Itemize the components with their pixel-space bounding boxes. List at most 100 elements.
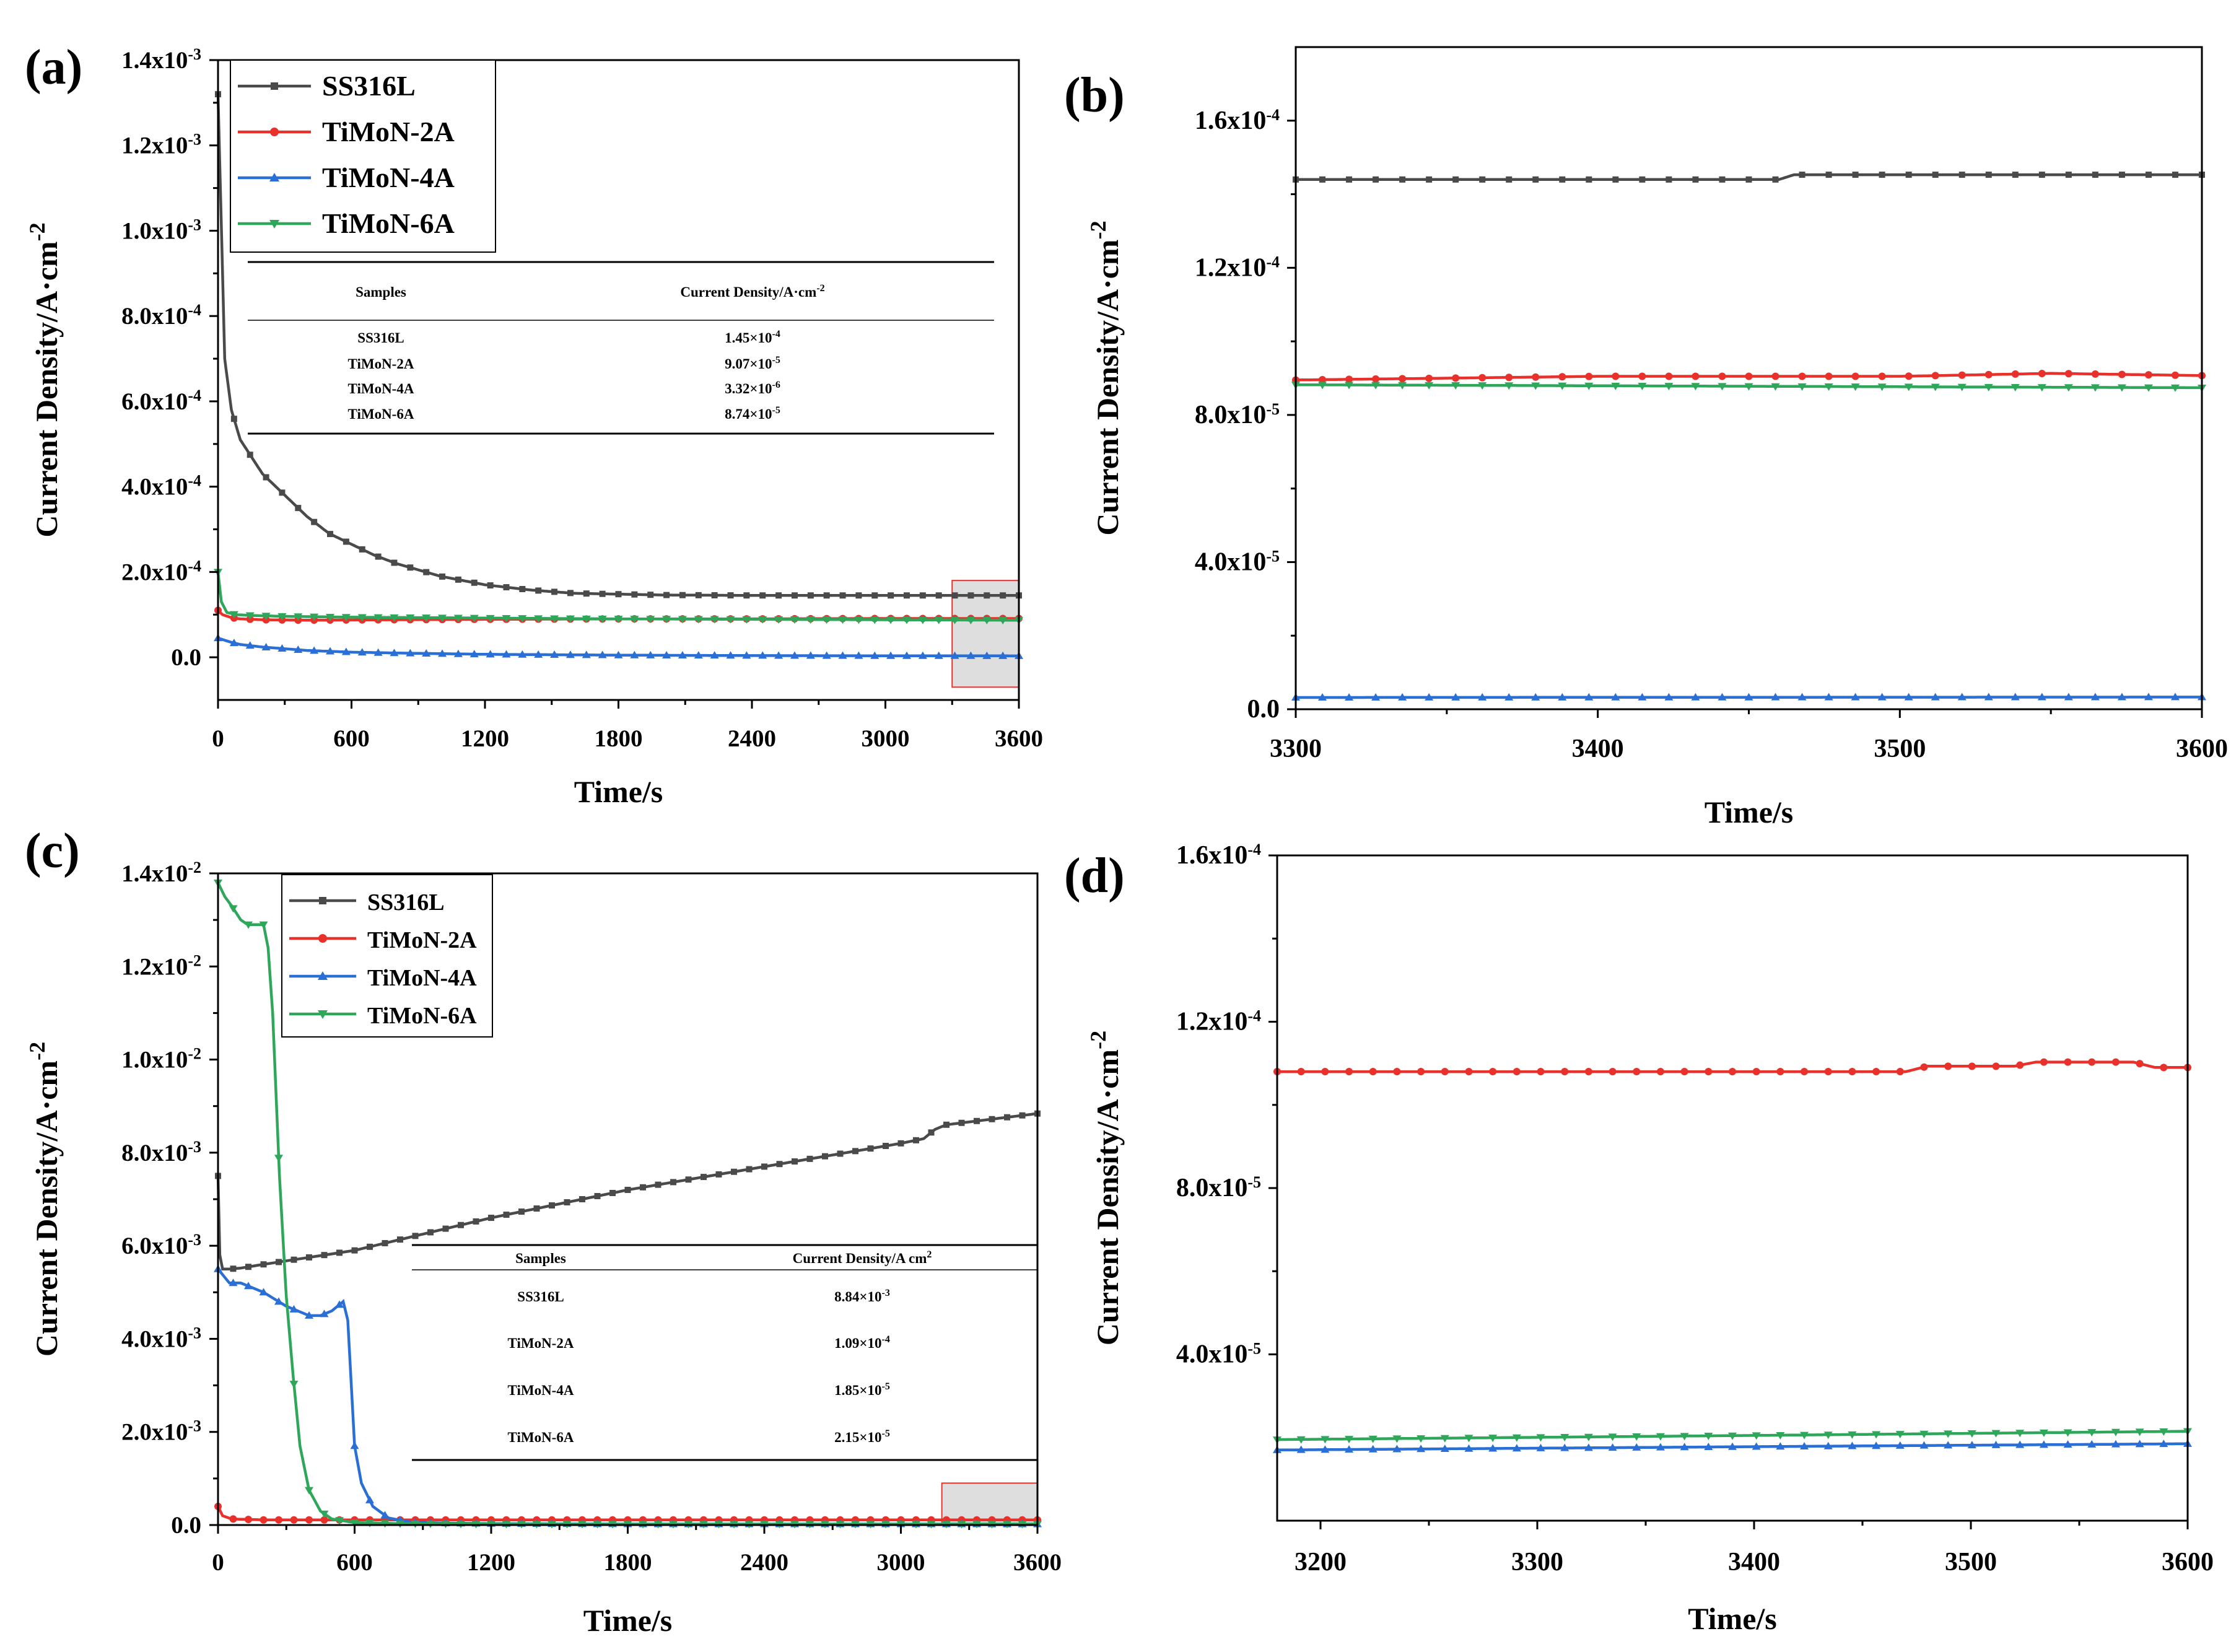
data-point <box>1877 383 1887 391</box>
data-point <box>2144 693 2153 701</box>
data-point <box>1656 1443 1665 1451</box>
data-point <box>822 651 831 659</box>
x-tick-label: 3400 <box>1728 1548 1780 1576</box>
data-point <box>678 616 687 624</box>
data-point <box>2037 693 2046 701</box>
data-point <box>582 615 591 623</box>
data-point <box>1851 372 1859 380</box>
x-tick-label: 3500 <box>1945 1548 1997 1576</box>
data-point <box>277 644 287 652</box>
data-point <box>731 1168 737 1175</box>
data-point <box>1612 176 1619 183</box>
data-point <box>2038 172 2045 178</box>
table-row: TiMoN-2A 9.07×10-5 <box>348 355 780 372</box>
data-point <box>260 1261 267 1268</box>
data-point <box>1638 372 1646 380</box>
y-tick-label: 1.4x10-3 <box>121 45 201 74</box>
y-tick-label: 1.6x10-4 <box>1195 106 1280 135</box>
legend-marker <box>269 173 279 181</box>
data-point <box>1321 1436 1330 1444</box>
data-point <box>1776 1068 1784 1076</box>
x-tick-label: 2400 <box>740 1549 788 1576</box>
data-point <box>326 647 335 655</box>
data-point <box>1558 382 1567 390</box>
data-point <box>1425 693 1434 701</box>
data-point <box>1851 693 1860 701</box>
data-point <box>1665 372 1673 380</box>
data-point <box>614 616 623 624</box>
data-point <box>1345 1445 1354 1453</box>
data-point <box>2087 1429 2097 1437</box>
data-point <box>1744 383 1753 391</box>
data-point <box>373 648 383 656</box>
data-point <box>245 1264 251 1270</box>
data-point <box>1872 1068 1880 1076</box>
data-point <box>883 1143 889 1150</box>
x-axis-label: Time/s <box>583 1603 673 1638</box>
table-cell-sample: TiMoN-6A <box>508 1430 574 1445</box>
data-point <box>486 650 495 658</box>
data-point <box>1691 693 1700 701</box>
data-point <box>518 1208 525 1215</box>
data-point <box>1967 1430 1976 1438</box>
data-point <box>715 1171 722 1178</box>
data-point <box>422 614 431 623</box>
data-point <box>565 650 575 658</box>
data-point <box>2118 172 2125 178</box>
data-point <box>2159 1428 2168 1436</box>
data-point <box>1464 1444 1474 1452</box>
table-row: SS316L 8.84×10-3 <box>517 1288 890 1305</box>
data-point <box>423 569 430 575</box>
data-point <box>1919 1430 1929 1438</box>
legend-item: TiMoN-2A <box>289 927 477 953</box>
data-point <box>710 651 719 659</box>
data-point <box>1345 375 1353 383</box>
data-point <box>1611 382 1620 390</box>
data-point <box>839 592 846 599</box>
x-tick-label: 0 <box>212 1549 224 1576</box>
data-point <box>1704 1443 1713 1451</box>
data-point <box>259 921 268 929</box>
data-point <box>295 505 302 512</box>
data-point <box>305 1516 313 1524</box>
y-tick-label: 1.6x10-4 <box>1176 841 1261 870</box>
data-point <box>806 1155 813 1162</box>
data-point <box>289 1305 299 1313</box>
data-point <box>583 590 590 597</box>
data-point <box>438 614 447 623</box>
data-point <box>742 616 751 624</box>
data-point <box>1656 1433 1665 1441</box>
legend-marker <box>318 1010 328 1019</box>
data-point <box>1536 1434 1545 1442</box>
data-point <box>1984 383 1993 391</box>
data-point <box>694 616 703 624</box>
data-point <box>1991 1430 2001 1438</box>
data-point <box>695 592 702 598</box>
data-point <box>1931 693 1940 701</box>
data-point <box>1957 693 1967 701</box>
data-point <box>1872 1441 1881 1449</box>
x-axis-label: Time/s <box>1688 1601 1777 1636</box>
data-point <box>903 592 910 599</box>
data-point <box>1345 693 1354 701</box>
table-cell-density: 1.09×10-4 <box>834 1334 890 1351</box>
data-point <box>229 1278 238 1287</box>
data-point <box>579 1196 585 1202</box>
table-cell-sample: TiMoN-6A <box>348 406 414 422</box>
data-point <box>1558 693 1567 701</box>
data-point <box>1451 382 1460 390</box>
y-tick-label: 4.0x10-3 <box>121 1324 201 1352</box>
data-point <box>1879 172 1885 178</box>
legend-label: TiMoN-4A <box>322 162 455 193</box>
data-point <box>230 1265 237 1272</box>
data-point <box>1417 1444 1426 1453</box>
series-timon-4a <box>214 634 1023 659</box>
y-tick-label: 1.0x10-2 <box>121 1045 201 1073</box>
data-point <box>310 613 319 621</box>
data-point <box>245 612 255 620</box>
data-point <box>276 1259 282 1265</box>
y-tick-label: 2.0x10-4 <box>121 557 201 585</box>
x-axis-label: Time/s <box>1705 795 1794 829</box>
data-point <box>1776 1431 1785 1440</box>
data-point <box>1440 1435 1449 1443</box>
